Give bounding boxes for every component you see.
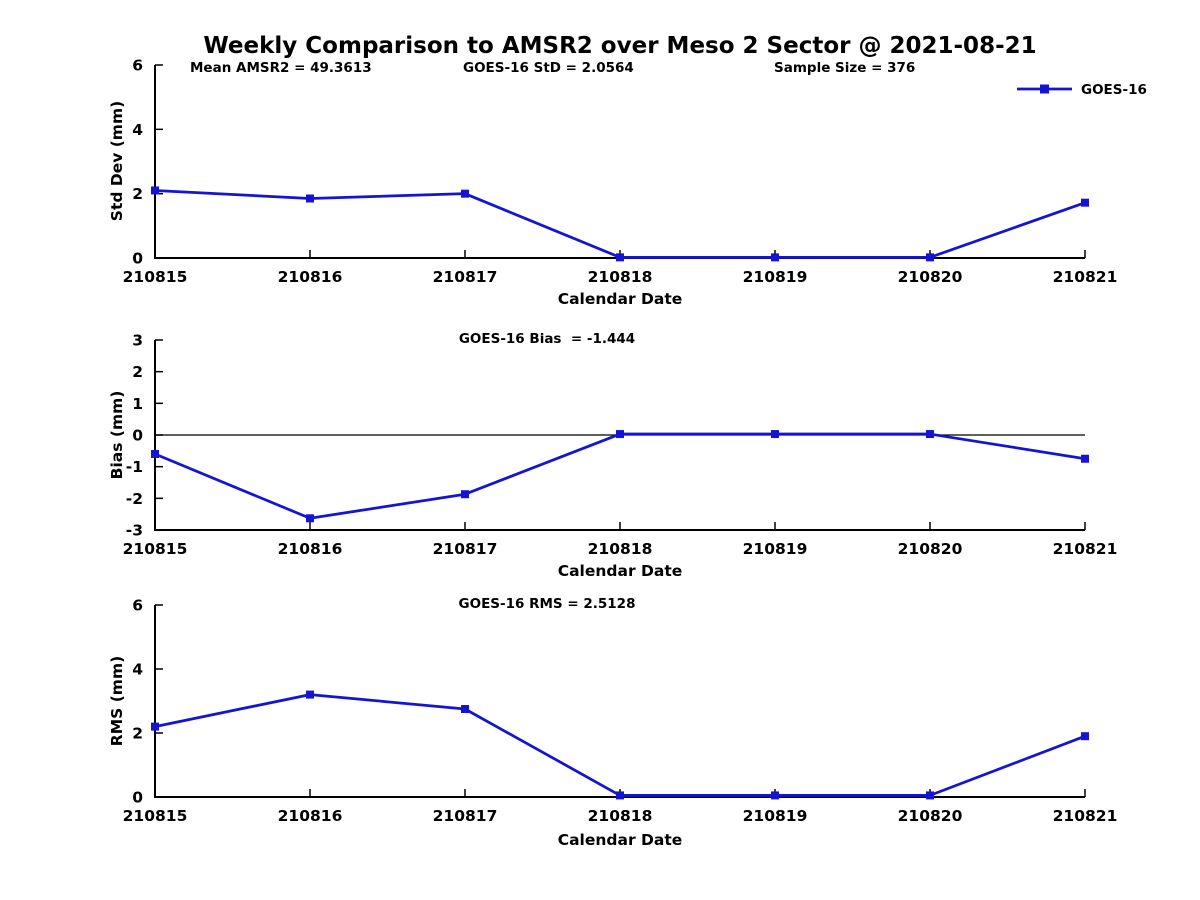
data-point-marker (151, 450, 159, 458)
y-tick-label: 2 (132, 363, 143, 381)
y-tick-label: 0 (132, 250, 143, 268)
x-tick-label: 210819 (743, 807, 808, 825)
series-line-goes-16 (154, 189, 1086, 259)
x-tick-label: 210821 (1053, 807, 1118, 825)
x-tick-label: 210818 (588, 268, 653, 286)
y-tick-label: 1 (132, 395, 143, 413)
y-tick-label: 0 (132, 427, 143, 445)
y-tick-label: -1 (126, 458, 143, 476)
x-tick-label: 210819 (743, 540, 808, 558)
y-axis-title-bias: Bias (mm) (108, 391, 126, 480)
plot-std-dev: 0 2 4 6 210815 210816 210817 210818 210819 210820… (123, 57, 1118, 287)
data-point-marker (151, 186, 159, 195)
x-tick-label: 210815 (123, 268, 188, 286)
x-tick-label: 210817 (433, 540, 498, 558)
y-tick-label: 4 (132, 661, 143, 679)
x-tick-label: 210821 (1053, 540, 1118, 558)
x-tick-label: 210817 (433, 807, 498, 825)
y-tick-label: 0 (132, 789, 143, 807)
legend-marker-icon (1040, 84, 1049, 94)
y-tick-label: -3 (126, 522, 143, 540)
data-point-marker (1081, 454, 1089, 463)
data-point-marker (616, 791, 624, 800)
annotation-goes16-rms: GOES-16 RMS = 2.5128 (459, 596, 636, 612)
x-axis-title-panel-2: Calendar Date (558, 562, 683, 580)
x-axis-title-panel-3: Calendar Date (558, 831, 683, 849)
x-tick-label: 210817 (433, 268, 498, 286)
data-point-marker (771, 430, 779, 439)
y-tick-label: -2 (126, 490, 143, 508)
data-point-marker (1081, 198, 1089, 207)
y-tick-label: 4 (132, 121, 143, 139)
y-axis-title-rms: RMS (mm) (108, 656, 126, 746)
plot-rms: 0 2 4 6 210815 210816 210817 210818 210819 210820… (123, 597, 1118, 826)
annotation-sample-size: Sample Size = 376 (774, 60, 915, 76)
x-tick-label: 210815 (123, 807, 188, 825)
data-point-marker (461, 490, 469, 499)
y-tick-label: 6 (132, 57, 143, 75)
data-point-marker (461, 189, 469, 198)
x-tick-label: 210820 (898, 540, 963, 558)
x-tick-label: 210816 (278, 268, 343, 286)
x-tick-label: 210816 (278, 540, 343, 558)
data-point-marker (1081, 732, 1089, 741)
x-tick-label: 210816 (278, 807, 343, 825)
x-tick-label: 210818 (588, 540, 653, 558)
y-tick-label: 2 (132, 185, 143, 203)
axis-frame (154, 65, 1085, 259)
data-point-marker (926, 791, 934, 800)
x-tick-label: 210820 (898, 807, 963, 825)
y-tick-label: 2 (132, 725, 143, 743)
data-point-marker (151, 722, 159, 731)
y-tick-label: 6 (132, 597, 143, 615)
x-axis-title-panel-1: Calendar Date (558, 290, 683, 308)
legend-label: GOES-16 (1081, 82, 1147, 98)
x-tick-label: 210815 (123, 540, 188, 558)
axis-frame (154, 605, 1085, 798)
data-point-marker (306, 194, 314, 203)
legend: GOES-16 (1017, 82, 1147, 98)
data-point-marker (926, 253, 934, 262)
data-point-marker (461, 705, 469, 713)
x-tick-label: 210820 (898, 268, 963, 286)
y-tick-label: 3 (132, 332, 143, 350)
annotation-mean-amsr2: Mean AMSR2 = 49.3613 (190, 60, 372, 76)
data-point-marker (616, 253, 624, 262)
data-point-marker (926, 430, 934, 439)
series-line-goes-16 (154, 432, 1086, 520)
figure-title: Weekly Comparison to AMSR2 over Meso 2 S… (203, 33, 1036, 59)
annotation-goes16-bias: GOES-16 Bias = -1.444 (459, 331, 635, 347)
series-line-goes-16 (154, 693, 1086, 797)
data-point-marker (616, 430, 624, 439)
data-point-marker (306, 514, 314, 523)
x-tick-label: 210819 (743, 268, 808, 286)
annotation-goes16-std: GOES-16 StD = 2.0564 (463, 60, 634, 76)
data-point-marker (771, 253, 779, 262)
x-tick-label: 210818 (588, 807, 653, 825)
y-axis-title-std-dev: Std Dev (mm) (108, 101, 126, 221)
x-tick-label: 210821 (1053, 268, 1118, 286)
data-point-marker (306, 690, 314, 699)
plot-bias: -3 -2 -1 0 1 2 3 210815 210816 210817 210818 210819… (123, 332, 1118, 559)
data-point-marker (771, 791, 779, 800)
